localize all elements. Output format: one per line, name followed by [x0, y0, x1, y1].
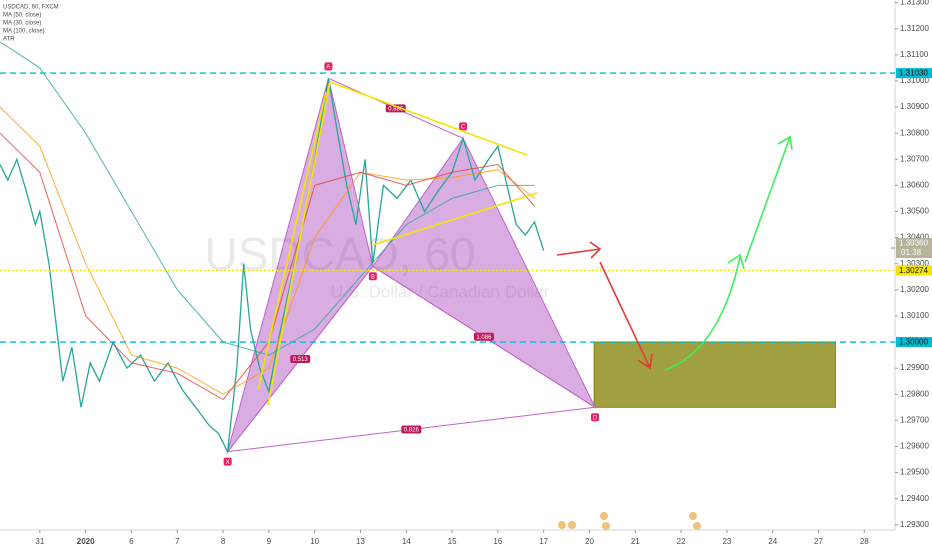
point-label: X: [226, 460, 230, 466]
x-tick-label: 7: [175, 537, 180, 546]
x-tick-label: 23: [722, 537, 731, 546]
ratio-label: 1.086: [476, 335, 492, 341]
level-label: 1.30000: [899, 338, 928, 347]
point-box: [223, 457, 232, 466]
event-icon: [558, 521, 566, 529]
x-tick-label: 9: [267, 537, 272, 546]
ratio-box: [385, 104, 406, 113]
x-tick-label: 20: [585, 537, 594, 546]
ma-line: [0, 106, 535, 395]
ratio-box: [473, 332, 494, 341]
ratio-label: 0.886: [388, 106, 404, 112]
x-tick-label: 6: [129, 537, 134, 546]
x-tick-label: 22: [677, 537, 686, 546]
event-icon: [600, 512, 608, 520]
y-tick-label: 1.30300: [900, 259, 929, 268]
level-label-box: [896, 265, 932, 276]
y-tick-label: 1.29900: [900, 363, 929, 372]
arrow: [664, 253, 745, 371]
level-label: 1.31030: [899, 69, 928, 78]
y-tick-label: 1.30200: [900, 285, 929, 294]
event-icon: [568, 521, 576, 529]
x-tick-label: 16: [493, 537, 502, 546]
trend-line: [267, 81, 331, 406]
event-icon: [602, 522, 610, 530]
level-label: 1.30274: [899, 266, 928, 275]
x-tick-label: 27: [814, 537, 823, 546]
point-box: [459, 122, 468, 131]
point-box: [324, 62, 333, 71]
point-label: C: [461, 124, 466, 130]
trend-line: [372, 192, 538, 246]
y-tick-label: 1.30900: [900, 102, 929, 111]
y-tick-label: 1.29500: [900, 468, 929, 477]
x-tick-label: 2020: [77, 537, 95, 546]
indicator-label: MA (30, close): [3, 21, 41, 27]
event-icon: [693, 522, 701, 530]
price-line: [0, 78, 545, 454]
ratio-box: [401, 425, 422, 434]
indicator-label: MA (100, close): [3, 29, 45, 35]
x-tick-label: 17: [539, 537, 548, 546]
arrow: [599, 261, 653, 370]
x-tick-label: 31: [35, 537, 44, 546]
y-tick-label: 1.30600: [900, 180, 929, 189]
point-label: D: [593, 415, 598, 421]
indicator-label: MA (50, close): [3, 13, 41, 19]
y-tick-label: 1.31000: [900, 76, 929, 85]
y-tick-label: 1.29400: [900, 494, 929, 503]
ratio-label: 0.826: [404, 428, 420, 434]
event-icons: [558, 512, 701, 530]
ratio-box: [290, 354, 311, 363]
x-tick-label: 24: [768, 537, 777, 546]
watermark-subtitle: U.S. Dollar / Canadian Dollar: [331, 282, 550, 301]
level-label-box: [896, 337, 932, 348]
y-tick-label: 1.29600: [900, 442, 929, 451]
arrow: [556, 241, 602, 259]
x-tick-label: 14: [402, 537, 411, 546]
y-tick-label: 1.30800: [900, 128, 929, 137]
ratio-label: 0.513: [293, 357, 309, 363]
trend-line: [329, 81, 528, 156]
y-tick-label: 1.31300: [900, 0, 929, 7]
drawings: [257, 81, 793, 406]
point-label: B: [371, 274, 375, 280]
countdown: 01:38: [901, 248, 922, 257]
plot: 0.513 0.886 1.086 0.826 X A B C D: [0, 41, 895, 466]
level-label-box: [896, 68, 932, 79]
last-price-label: 1.30360: [899, 239, 928, 248]
y-tick-label: 1.30400: [900, 233, 929, 242]
watermark: USDCAD, 60: [205, 228, 476, 280]
x-tick-label: 8: [221, 537, 226, 546]
y-tick-label: 1.30500: [900, 207, 929, 216]
trend-line: [257, 91, 327, 391]
y-tick-label: 1.29800: [900, 389, 929, 398]
ma-line: [0, 41, 535, 356]
x-tick-label: 13: [356, 537, 365, 546]
indicator-label: ATR: [3, 37, 15, 43]
point-label: A: [326, 64, 330, 70]
x-tick-label: 15: [448, 537, 457, 546]
y-tick-label: 1.29700: [900, 415, 929, 424]
point-box: [590, 413, 599, 422]
y-tick-label: 1.30700: [900, 154, 929, 163]
point-box: [368, 272, 377, 281]
target-zone: [593, 341, 836, 408]
last-price-box: [896, 238, 932, 259]
x-tick-label: 28: [860, 537, 869, 546]
y-tick-label: 1.30100: [900, 311, 929, 320]
y-tick-label: 1.29300: [900, 520, 929, 529]
symbol: USDCAD, 60, FXCM: [3, 5, 59, 11]
arrow: [744, 135, 793, 263]
x-tick-label: 21: [631, 537, 640, 546]
y-tick-label: 1.31200: [900, 24, 929, 33]
event-icon: [689, 512, 697, 520]
x-tick-label: 10: [310, 537, 319, 546]
y-tick-label: 1.31100: [900, 50, 929, 59]
